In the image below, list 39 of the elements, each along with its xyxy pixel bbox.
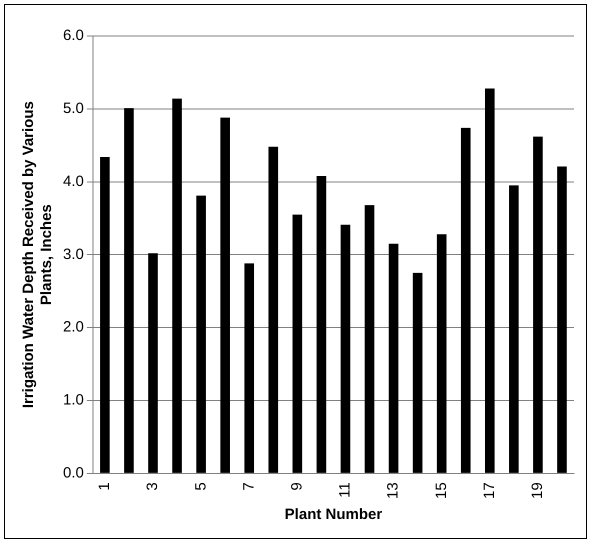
bar — [172, 98, 182, 473]
y-tick-label: 2.0 — [62, 318, 84, 336]
bar — [340, 224, 350, 473]
bar — [364, 205, 374, 473]
x-tick-label: 17 — [480, 482, 498, 500]
x-tick-label: 1 — [96, 482, 114, 491]
x-tick-label: 11 — [336, 482, 354, 498]
bar — [268, 146, 278, 473]
x-tick-label: 7 — [240, 482, 258, 491]
x-axis-title: Plant Number — [284, 506, 382, 524]
x-tick-label: 15 — [432, 482, 450, 500]
y-tick-label: 0.0 — [62, 464, 84, 482]
x-tick-label: 9 — [288, 482, 306, 491]
x-tick-label: 13 — [384, 482, 402, 500]
y-axis-title: Irrigation Water Depth Received by Various Plants, Inches — [20, 101, 56, 408]
y-tick-label: 4.0 — [62, 172, 84, 190]
y-tick-label: 5.0 — [62, 100, 84, 118]
x-tick-label: 19 — [529, 482, 546, 500]
bar — [436, 234, 446, 473]
bar — [292, 214, 302, 473]
bar — [509, 185, 519, 473]
bar — [100, 156, 110, 473]
bar — [484, 88, 495, 473]
bar — [148, 253, 158, 473]
x-tick-label: 3 — [144, 482, 162, 491]
x-tick-label: 5 — [192, 482, 210, 491]
y-tick-label: 6.0 — [62, 27, 84, 44]
y-tick-label: 1.0 — [62, 392, 84, 409]
bar — [244, 263, 254, 473]
bar — [388, 244, 398, 473]
bar — [533, 136, 543, 473]
bar — [460, 128, 471, 473]
bar — [124, 108, 134, 473]
bar — [196, 196, 206, 473]
bar — [220, 118, 230, 473]
bar — [316, 176, 326, 473]
bar — [412, 272, 422, 473]
y-tick-label: 3.0 — [62, 246, 84, 263]
bar — [557, 166, 567, 473]
